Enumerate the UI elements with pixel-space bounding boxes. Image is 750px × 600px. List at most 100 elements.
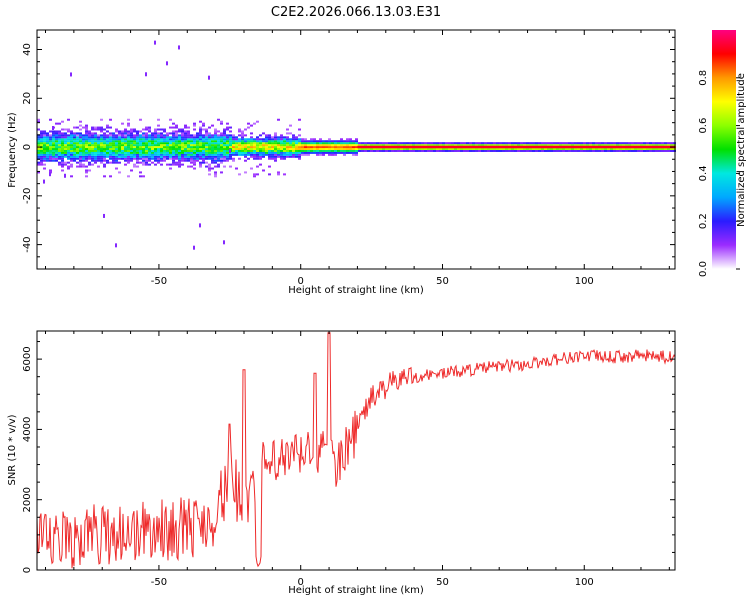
- spectrogram-cell: [268, 136, 271, 139]
- spectrogram-cell: [52, 148, 55, 151]
- spectrogram-cell: [217, 138, 220, 141]
- spectrogram-cell: [109, 118, 112, 121]
- spectrogram-cell: [82, 126, 85, 129]
- spectrogram-cell: [502, 148, 505, 151]
- spectrogram-cell: [223, 148, 226, 151]
- spectrogram-cell: [382, 148, 385, 151]
- spectrogram-cell: [79, 148, 82, 151]
- spectrogram-cell: [277, 140, 280, 143]
- spectrogram-cell: [61, 146, 64, 149]
- spectrogram-cell: [298, 138, 301, 141]
- spectrogram-cell: [82, 151, 85, 154]
- spectrogram-cell: [160, 149, 163, 152]
- spectrogram-cell: [148, 153, 151, 156]
- spectrogram-cell: [97, 136, 100, 139]
- spectrogram-cell: [541, 149, 544, 152]
- spectrogram-cell: [199, 136, 202, 139]
- spectrogram-cell: [229, 130, 232, 133]
- spectrogram-cell: [124, 140, 127, 143]
- spectrogram-cell: [655, 148, 658, 151]
- spectrogram-cell: [244, 140, 247, 143]
- spectrogram-cell: [40, 161, 43, 164]
- spectrogram-cell: [232, 146, 235, 149]
- spectrogram-cell: [322, 146, 325, 149]
- spectrogram-cell: [298, 140, 301, 143]
- spectrogram-cell: [88, 144, 91, 147]
- spectrogram-cell: [49, 148, 52, 151]
- spectrogram-cell: [262, 138, 265, 141]
- spectrogram-cell: [244, 159, 247, 162]
- spectrogram-cell: [547, 144, 550, 147]
- spectrogram-cell: [442, 144, 445, 147]
- spectrogram-cell: [58, 138, 61, 141]
- spectrogram-cell: [301, 146, 304, 149]
- chart-title: C2E2.2026.066.13.03.E31: [271, 5, 441, 20]
- spectrogram-cell: [580, 149, 583, 152]
- spectrogram-cell: [172, 146, 175, 149]
- spectrogram-cell: [94, 144, 97, 147]
- spectrogram-cell: [232, 144, 235, 147]
- spectrogram-cell: [139, 136, 142, 139]
- spectrogram-cell: [496, 142, 499, 145]
- spectrogram-cell: [70, 159, 73, 162]
- spectrogram-cell: [523, 149, 526, 152]
- spectrogram-cell: [604, 149, 607, 152]
- spectrogram-cell: [55, 130, 58, 133]
- spectrogram-cell: [586, 149, 589, 152]
- spectrogram-cell: [397, 144, 400, 147]
- spectrogram-cell: [58, 161, 61, 164]
- spectrogram-cell: [112, 132, 115, 135]
- spectrogram-cell: [619, 149, 622, 152]
- spectrogram-cell: [79, 136, 82, 139]
- spectrogram-cell: [265, 142, 268, 145]
- spectrogram-cell: [241, 153, 244, 156]
- x-tick-label: -50: [151, 577, 167, 588]
- spectrogram-cell: [88, 148, 91, 151]
- spectrogram-cell: [37, 120, 40, 123]
- spectrogram-cell: [541, 144, 544, 147]
- spectrogram-cell: [319, 146, 322, 149]
- spectrogram-cell: [193, 146, 196, 149]
- spectrogram-cell: [280, 155, 283, 158]
- spectrogram-cell: [631, 149, 634, 152]
- spectrogram-cell: [556, 144, 559, 147]
- spectrogram-cell: [346, 148, 349, 151]
- spectrogram-cell: [226, 155, 229, 158]
- spectrogram-cell: [286, 132, 289, 135]
- spectrogram-cell: [49, 149, 52, 152]
- spectrogram-cell: [154, 157, 157, 160]
- spectrogram-cell: [268, 157, 271, 160]
- spectrogram-cell: [169, 132, 172, 135]
- spectrogram-cell: [280, 146, 283, 149]
- spectrogram-cell: [61, 140, 64, 143]
- spectrogram-cell: [340, 138, 343, 141]
- spectrogram-cell: [283, 136, 286, 139]
- spectrogram-cell: [199, 132, 202, 135]
- spectrogram-cell: [436, 144, 439, 147]
- spectrogram-cell: [49, 144, 52, 147]
- spectrogram-cell: [499, 149, 502, 152]
- spectrogram-cell: [343, 151, 346, 154]
- spectrogram-cell: [574, 142, 577, 145]
- spectrogram-cell: [328, 149, 331, 152]
- spectrogram-cell: [229, 153, 232, 156]
- spectrogram-cell: [124, 146, 127, 149]
- spectrogram-cell: [160, 134, 163, 137]
- spectrogram-cell: [118, 140, 121, 143]
- spectrogram-cell: [322, 149, 325, 152]
- spectrogram-cell: [157, 146, 160, 149]
- spectrogram-cell: [253, 175, 256, 178]
- spectrogram-cell: [256, 165, 259, 168]
- spectrogram-cell: [157, 151, 160, 154]
- spectrogram-cell: [172, 138, 175, 141]
- spectrogram-cell: [289, 149, 292, 152]
- spectrogram-cell: [106, 130, 109, 133]
- spectrogram-cell: [181, 134, 184, 137]
- spectrogram-cell: [250, 151, 253, 154]
- spectrogram-cell: [121, 136, 124, 139]
- spectrogram-cell: [304, 140, 307, 143]
- spectrogram-cell: [232, 140, 235, 143]
- spectrogram-cell: [283, 173, 286, 176]
- spectrogram-cell: [661, 149, 664, 152]
